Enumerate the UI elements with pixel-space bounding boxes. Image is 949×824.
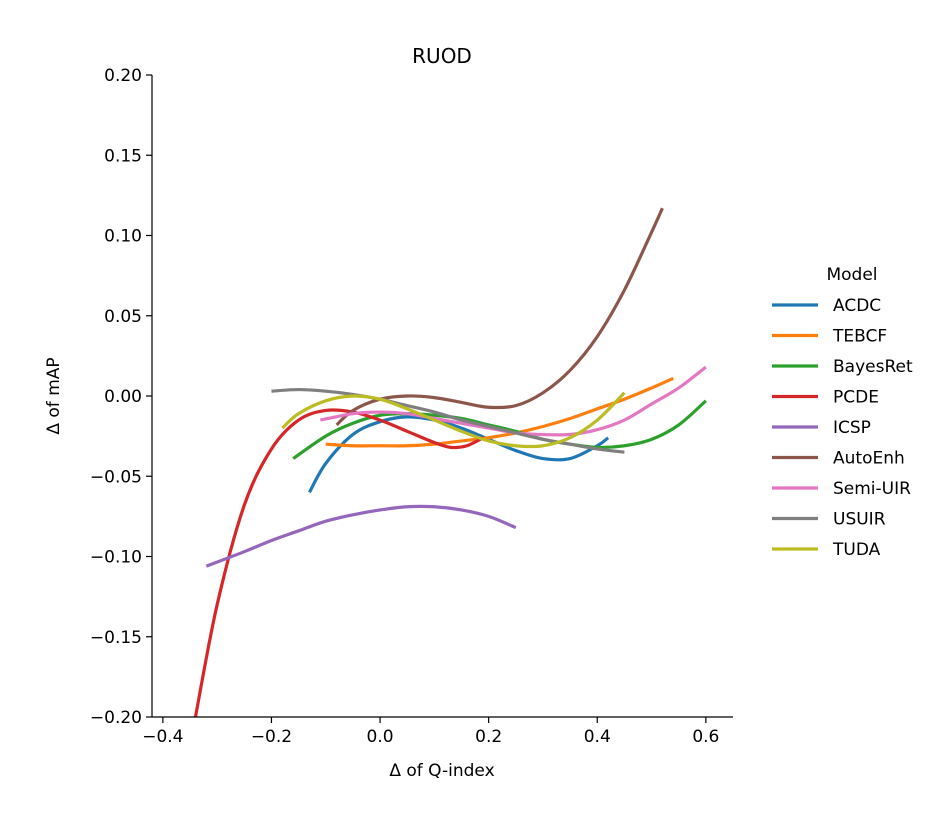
x-axis-ticks: −0.4 −0.2 0.0 0.2 0.4 0.6 — [142, 717, 719, 747]
series-line-acdc — [308, 415, 610, 494]
legend-label: TUDA — [832, 540, 881, 560]
legend-label: ICSP — [833, 418, 871, 438]
y-tick-label: 0.05 — [104, 307, 142, 327]
series-line-bayesret — [292, 399, 707, 460]
x-tick-label: 0.0 — [367, 727, 394, 747]
y-tick-label: 0.10 — [104, 227, 142, 247]
y-tick-label: −0.05 — [90, 467, 142, 487]
legend-label: AutoEnh — [833, 449, 905, 469]
x-tick-label: −0.2 — [251, 727, 292, 747]
y-axis-label: Δ of mAP — [44, 357, 64, 434]
series-line-icsp — [205, 504, 517, 568]
x-tick-label: 0.6 — [692, 727, 719, 747]
y-tick-label: 0.00 — [104, 387, 142, 407]
y-axis-ticks: −0.20 −0.15 −0.10 −0.05 0.00 0.05 0.10 0.15 0.20 — [90, 66, 152, 728]
y-tick-label: −0.15 — [90, 628, 142, 648]
x-axis-label: Δ of Q-index — [389, 761, 494, 781]
y-tick-label: −0.20 — [90, 708, 142, 728]
legend-label: TEBCF — [832, 327, 887, 347]
legend-title: Model — [826, 265, 877, 285]
x-tick-label: 0.2 — [475, 727, 502, 747]
legend-label: PCDE — [833, 388, 879, 408]
series-line-autoenh — [335, 207, 664, 427]
series-line-pcde — [193, 408, 484, 717]
legend-label: ACDC — [833, 296, 881, 316]
chart-title: RUOD — [412, 44, 472, 68]
legend-label: Semi-UIR — [833, 479, 911, 499]
legend-label: BayesRet — [833, 357, 913, 377]
plot-area — [193, 207, 707, 717]
x-tick-label: −0.4 — [142, 727, 183, 747]
y-tick-label: 0.15 — [104, 146, 142, 166]
y-tick-label: 0.20 — [104, 66, 142, 86]
legend-label: USUIR — [833, 510, 886, 530]
series-line-tebcf — [325, 376, 674, 448]
series-line-usuir — [271, 387, 625, 454]
x-tick-label: 0.4 — [584, 727, 611, 747]
y-tick-label: −0.10 — [90, 548, 142, 568]
series-line-tuda — [281, 391, 626, 449]
legend: Model ACDC TEBCF BayesRet PCDE ICSP AutoEnh Se… — [772, 265, 913, 560]
